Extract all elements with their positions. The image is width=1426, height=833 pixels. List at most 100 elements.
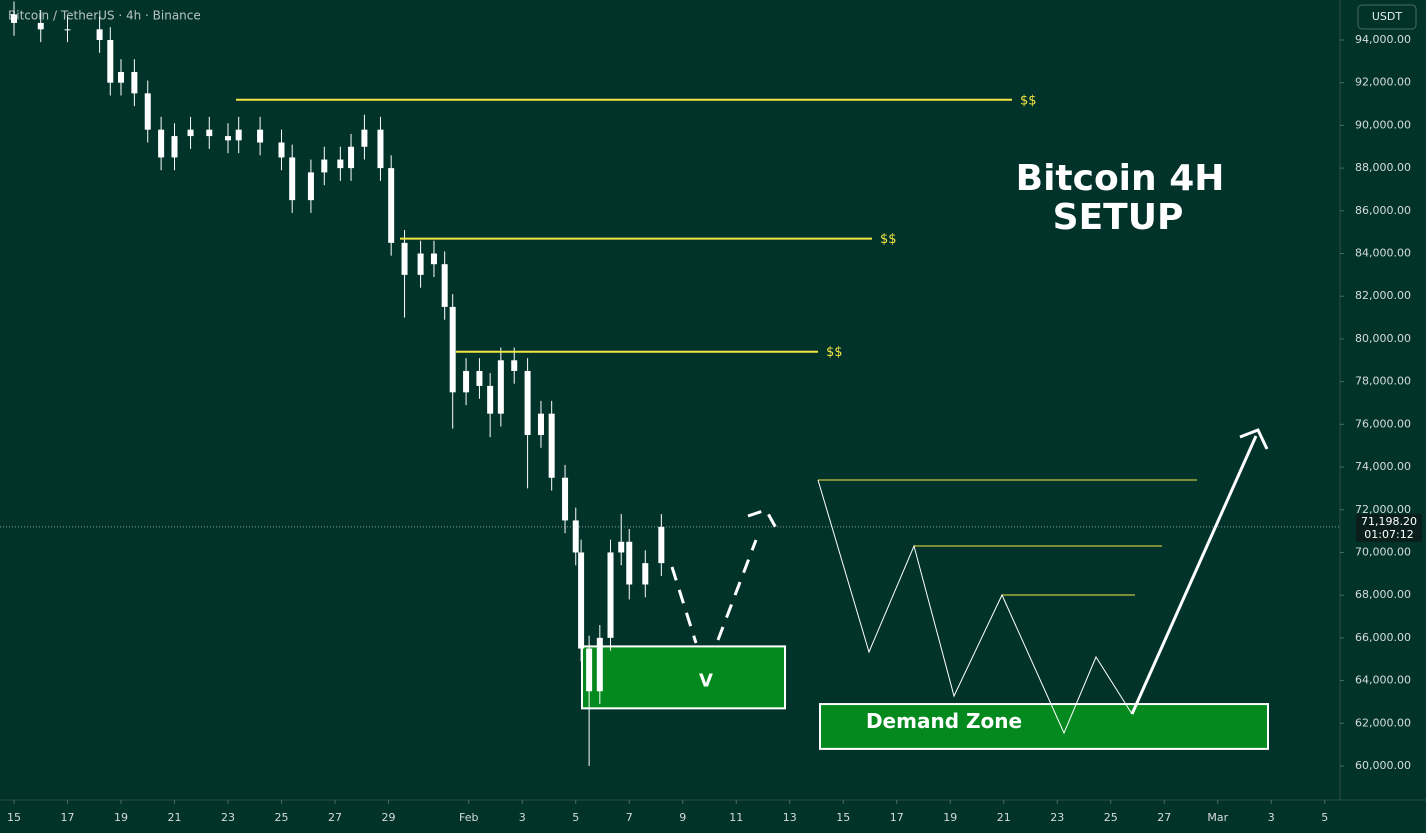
- price-tag-value: 71,198.20: [1361, 515, 1417, 528]
- price-tag: [1356, 513, 1422, 542]
- candle-body: [642, 563, 649, 585]
- subtitle: SETUP: [1053, 197, 1184, 238]
- candle-body: [487, 385, 494, 414]
- y-tick-label: 88,000.00: [1355, 161, 1411, 174]
- zone-label: Demand Zone: [866, 709, 1022, 733]
- x-tick-label: 11: [729, 811, 743, 824]
- candle-body: [10, 14, 17, 23]
- zone: [581, 645, 786, 710]
- level-label: $$: [826, 345, 843, 360]
- dash-leg: [670, 566, 698, 644]
- arrow-shaft: [1130, 435, 1258, 715]
- x-tick-label: 19: [943, 811, 957, 824]
- candle-body: [117, 72, 124, 83]
- swing-lines: [818, 479, 1197, 596]
- candle-body: [548, 413, 555, 478]
- candle-body: [187, 129, 194, 137]
- candle-body: [626, 541, 633, 585]
- candle-body: [578, 552, 585, 649]
- y-tick-label: 70,000.00: [1355, 545, 1411, 558]
- candle-body: [562, 477, 569, 521]
- y-tick-label: 92,000.00: [1355, 76, 1411, 89]
- currency-label[interactable]: USDT: [1372, 10, 1403, 23]
- candle-body: [618, 541, 625, 553]
- candle-body: [497, 360, 504, 414]
- x-tick-label: 21: [167, 811, 181, 824]
- y-tick-label: 60,000.00: [1355, 759, 1411, 772]
- candle-body: [476, 370, 483, 386]
- x-tick-label: 5: [1321, 811, 1328, 824]
- candle-body: [430, 253, 437, 265]
- x-tick-label: 25: [274, 811, 288, 824]
- candle-body: [224, 136, 231, 141]
- candle-body: [361, 129, 368, 147]
- candle-body: [107, 39, 114, 83]
- candle-body: [658, 526, 665, 564]
- candle-body: [206, 129, 213, 137]
- candle-body: [144, 93, 151, 130]
- candle-body: [278, 142, 285, 158]
- symbol-info: Bitcoin / TetherUS · 4h · Binance: [8, 9, 201, 23]
- projection-dashed: [670, 508, 778, 644]
- candle-body: [289, 157, 296, 201]
- x-tick-label: 13: [783, 811, 797, 824]
- x-tick-label: 21: [997, 811, 1011, 824]
- candle-body: [441, 264, 448, 307]
- x-tick-label: 15: [7, 811, 21, 824]
- y-tick-label: 72,000.00: [1355, 503, 1411, 516]
- x-tick-label: 17: [60, 811, 74, 824]
- level-label: $$: [880, 232, 897, 247]
- candle-body: [131, 72, 138, 94]
- candle-body: [417, 253, 424, 275]
- candle-body: [321, 159, 328, 173]
- x-tick-label: 9: [679, 811, 686, 824]
- y-tick-label: 86,000.00: [1355, 204, 1411, 217]
- dash-leg: [747, 508, 778, 529]
- y-tick-label: 78,000.00: [1355, 375, 1411, 388]
- y-tick-label: 90,000.00: [1355, 118, 1411, 131]
- candle-body: [171, 136, 178, 158]
- candle-body: [257, 129, 264, 143]
- candle-body: [235, 129, 242, 141]
- x-tick-label: 15: [836, 811, 850, 824]
- price-tag-countdown: 01:07:12: [1364, 528, 1413, 541]
- y-tick-label: 82,000.00: [1355, 289, 1411, 302]
- y-tick-label: 62,000.00: [1355, 716, 1411, 729]
- x-tick-label: 19: [114, 811, 128, 824]
- candle-body: [337, 159, 344, 169]
- candle-body: [586, 648, 593, 692]
- x-tick-label: 17: [890, 811, 904, 824]
- x-tick-label: 23: [221, 811, 235, 824]
- x-tick-label: 7: [626, 811, 633, 824]
- candle-body: [96, 29, 103, 40]
- candle-body: [348, 146, 355, 169]
- candle-body: [596, 637, 603, 692]
- candle-body: [401, 242, 408, 275]
- candle-body: [537, 413, 544, 436]
- x-tick-label: 29: [381, 811, 395, 824]
- zone-label: V: [699, 670, 713, 691]
- x-tick-label: 3: [519, 811, 526, 824]
- y-tick-label: 94,000.00: [1355, 33, 1411, 46]
- candle-body: [511, 360, 518, 371]
- x-tick-label: 3: [1268, 811, 1275, 824]
- currency-button[interactable]: [1357, 4, 1417, 30]
- candle-body: [158, 129, 165, 158]
- candle-body: [449, 306, 456, 393]
- title: Bitcoin 4H: [1016, 158, 1225, 199]
- y-tick-label: 66,000.00: [1355, 631, 1411, 644]
- y-tick-label: 74,000.00: [1355, 460, 1411, 473]
- candle-body: [607, 552, 614, 638]
- candle-body: [572, 520, 579, 553]
- x-tick-label: Feb: [459, 811, 478, 824]
- candle-body: [388, 168, 395, 243]
- dash-leg: [716, 539, 758, 641]
- candle-body: [37, 22, 44, 30]
- x-tick-label: 27: [328, 811, 342, 824]
- y-tick-label: 84,000.00: [1355, 247, 1411, 260]
- candle-body: [64, 29, 71, 31]
- y-tick-label: 76,000.00: [1355, 417, 1411, 430]
- x-tick-label: Mar: [1207, 811, 1228, 824]
